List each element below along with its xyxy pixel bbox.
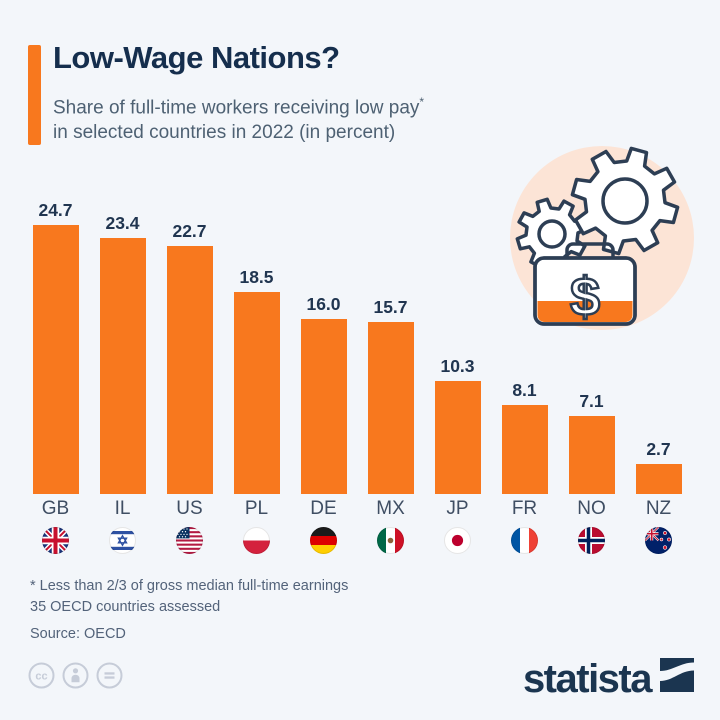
gb-flag-icon [42,527,69,554]
bar-value-label: 2.7 [646,439,671,459]
bar [99,238,146,494]
source-line: Source: OECD [30,626,126,642]
bar-stack: 18.5 [233,200,280,494]
country-code-label: PL [244,498,269,519]
fr-flag-icon [511,527,538,554]
statista-logo-mark [660,658,694,697]
bar-stack: 8.1 [501,200,548,494]
bar-stack: 15.7 [367,200,414,494]
gears-briefcase-dollar-illustration: $ [497,146,707,351]
bar [434,381,481,494]
bar-column-de: 16.0 DE [290,200,357,554]
bar-column-jp: 10.3 JP [424,200,491,554]
bar [32,225,79,494]
bar-value-label: 7.1 [579,391,604,411]
bar [501,405,548,494]
bar-stack: 22.7 [166,200,213,494]
subtitle-line1: Share of full-time workers receiving low… [53,97,420,119]
bar-column-pl: 18.5 PL [223,200,290,554]
bar-value-label: 24.7 [38,200,73,220]
country-code-label: NO [577,498,606,519]
cc-icon: cc [28,662,55,694]
bar-value-label: 15.7 [373,297,408,317]
country-code-label: FR [511,498,538,519]
country-code-label: MX [376,498,405,519]
nz-flag-icon [645,527,672,554]
bar-column-mx: 15.7 MX [357,200,424,554]
chart-subtitle: Share of full-time workers receiving low… [53,90,424,145]
bar-value-label: 10.3 [440,356,475,376]
bar [635,464,682,494]
country-code-label: NZ [645,498,672,519]
statista-wordmark: statista [522,657,653,701]
bar-stack: 7.1 [568,200,615,494]
bar-column-no: 7.1 NO [558,200,625,554]
bar-column-gb: 24.7 GB [22,200,89,554]
bar-value-label: 22.7 [172,221,207,241]
footnote-marker: * [419,95,425,109]
mx-flag-icon [377,527,404,554]
license-icons-row: cc [28,662,123,694]
no-flag-icon [578,527,605,554]
jp-flag-icon [444,527,471,554]
bar-column-nz: 2.7 NZ [625,200,692,554]
attribution-person-icon [62,662,89,694]
country-code-label: DE [310,498,337,519]
bar-column-il: 23.4 IL [89,200,156,554]
bar-stack: 24.7 [32,200,79,494]
bar [568,416,615,494]
country-code-label: IL [114,498,131,519]
bar-value-label: 23.4 [105,213,140,233]
bar [233,292,280,494]
us-flag-icon [176,527,203,554]
footnotes-block: * Less than 2/3 of gross median full-tim… [30,576,348,645]
bar [300,319,347,494]
pl-flag-icon [243,527,270,554]
bar-column-us: 22.7 US [156,200,223,554]
bar-stack: 23.4 [99,200,146,494]
statista-brand: statista [522,657,694,701]
bar-column-fr: 8.1 FR [491,200,558,554]
il-flag-icon [109,527,136,554]
svg-text:cc: cc [35,670,47,682]
bar-value-label: 18.5 [239,267,274,287]
bar-chart: 24.7 GB 23.4 IL 22.7 US 18.5 PL 16.0 DE 15.7 MX 10.3… [22,200,692,554]
de-flag-icon [310,527,337,554]
bar-value-label: 8.1 [512,380,537,400]
svg-text:$: $ [570,267,600,327]
bar [367,322,414,494]
chart-title: Low-Wage Nations? [53,40,340,75]
title-accent-bar [28,45,41,145]
equals-icon [96,662,123,694]
footnote-line1: * Less than 2/3 of gross median full-tim… [30,578,349,594]
bar-stack: 2.7 [635,200,682,494]
country-code-label: JP [446,498,469,519]
bar [166,246,213,494]
bar-stack: 10.3 [434,200,481,494]
subtitle-line2: in selected countries in 2022 (in percen… [53,122,396,144]
country-code-label: GB [41,498,70,519]
bar-value-label: 16.0 [306,294,341,314]
country-code-label: US [176,498,203,519]
bar-stack: 16.0 [300,200,347,494]
footnote-line2: 35 OECD countries assessed [30,599,221,615]
